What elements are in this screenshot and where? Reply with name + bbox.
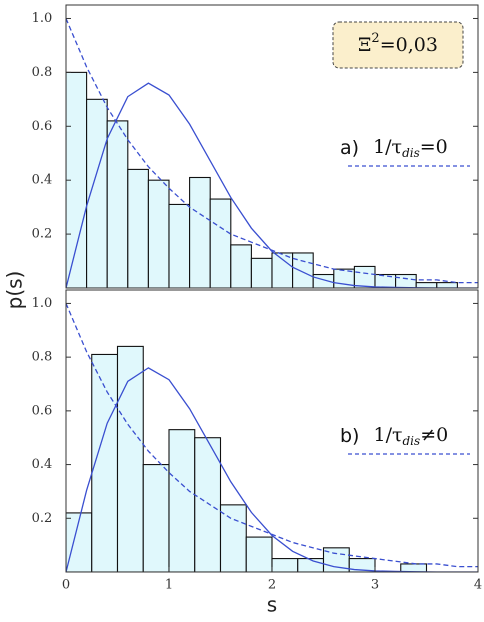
- curve: [66, 18, 478, 284]
- x-tick-label: 3: [371, 578, 379, 593]
- y-tick-label: 0.6: [32, 119, 53, 134]
- annotation-prefix: a): [340, 137, 359, 159]
- y-tick-label: 0.2: [32, 511, 53, 526]
- bar: [230, 244, 252, 288]
- bar: [297, 558, 325, 572]
- bar: [395, 273, 417, 288]
- y-tick-label: 0.2: [32, 227, 53, 242]
- bar: [168, 429, 196, 572]
- curve: [66, 303, 478, 568]
- y-tick-label: 0.4: [32, 457, 53, 472]
- info-box: [332, 21, 464, 69]
- bar: [250, 257, 273, 288]
- bar: [292, 252, 314, 288]
- bar: [147, 179, 170, 288]
- info-sup: 2: [371, 31, 379, 46]
- y-tick-label: 1.0: [32, 296, 53, 311]
- bar: [91, 353, 119, 572]
- annotation-sub: dis: [402, 146, 420, 160]
- x-tick-label: 1: [165, 578, 173, 593]
- bar: [209, 198, 232, 288]
- plot: [66, 303, 478, 572]
- bar: [374, 273, 397, 288]
- annotation-suffix: ≠0: [420, 424, 448, 446]
- y-tick-label: 1.0: [32, 11, 53, 26]
- y-tick-label: 0.8: [32, 65, 53, 80]
- bar: [219, 504, 247, 572]
- y-tick-label: 0.8: [32, 350, 53, 365]
- y-tick-label: 0.6: [32, 403, 53, 418]
- annotation: a) 1/τdis=0: [340, 136, 448, 160]
- bar: [271, 252, 294, 288]
- annotation-text: 1/τ: [373, 424, 402, 446]
- x-tick-label: 2: [268, 578, 276, 593]
- y-axis-label: p(s): [3, 271, 27, 310]
- bar: [116, 345, 144, 572]
- bar: [189, 176, 211, 288]
- info-value: =0,03: [380, 34, 438, 56]
- bar: [436, 282, 458, 288]
- y-tick-label: 0.4: [32, 173, 53, 188]
- bar: [400, 563, 428, 572]
- annotation-sub: dis: [403, 434, 421, 448]
- bar: [168, 203, 191, 288]
- info-text: Ξ2=0,03: [358, 31, 438, 57]
- plot: [66, 18, 478, 288]
- x-tick-label: 4: [474, 578, 482, 593]
- bar: [271, 558, 299, 572]
- annotation-suffix: =0: [420, 136, 448, 158]
- x-axis-label: s: [267, 593, 277, 617]
- bar: [142, 464, 170, 572]
- bar: [106, 120, 129, 288]
- bar: [86, 98, 108, 288]
- annotation: b) 1/τdis≠0: [340, 424, 448, 448]
- frame: [65, 4, 479, 289]
- bar: [127, 168, 149, 288]
- bar: [245, 536, 273, 572]
- bar: [353, 265, 376, 288]
- info-symbol: Ξ: [358, 34, 371, 56]
- annotation-prefix: b): [340, 425, 359, 447]
- annotation-text: 1/τ: [373, 136, 402, 158]
- x-tick-label: 0: [62, 578, 70, 593]
